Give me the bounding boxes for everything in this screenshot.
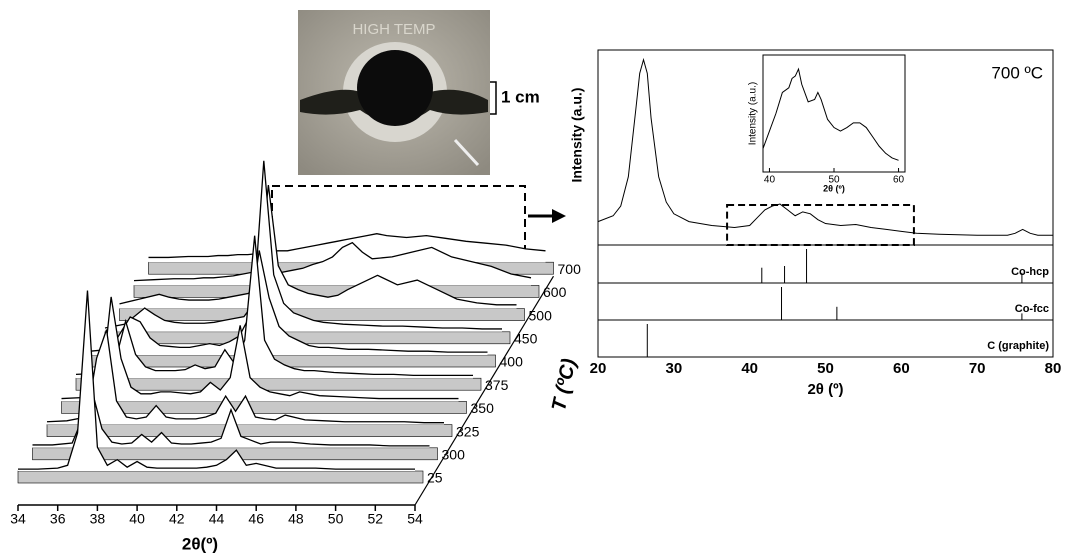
temperature-label: 400 — [500, 354, 524, 370]
floor-strip — [17, 470, 424, 484]
trace-fill — [105, 160, 502, 332]
trace-line — [119, 185, 517, 306]
trace-line — [18, 290, 415, 470]
x-tick-label: 40 — [741, 360, 758, 377]
reference-label: Co-fcc — [1015, 303, 1049, 315]
trace-line — [61, 296, 459, 400]
annotation: 700 ºC — [991, 63, 1043, 82]
trace-line — [32, 388, 430, 447]
trace-line — [148, 233, 546, 259]
floor-strip — [46, 424, 453, 437]
x-tick-label: 60 — [893, 175, 905, 186]
x-tick-label: 42 — [169, 511, 185, 527]
x-tick-label: 70 — [969, 360, 986, 377]
scale-label: 1 cm — [501, 87, 540, 106]
reference-frame — [597, 319, 1054, 358]
trace-line — [75, 235, 473, 376]
x-axis-label: 2θ (º) — [823, 183, 845, 193]
x-tick-label: 44 — [209, 511, 225, 527]
photo: HIGH TEMP 1 cm — [298, 10, 540, 175]
trace-line — [133, 241, 532, 282]
floor-strip — [119, 308, 525, 321]
temperature-label: 600 — [543, 284, 567, 300]
x-tick-label: 52 — [368, 511, 384, 527]
x-tick-label: 80 — [1045, 360, 1062, 377]
trace-line — [46, 329, 444, 424]
temperature-label: 700 — [558, 261, 582, 277]
data-line — [597, 57, 1053, 236]
y-axis-label: Intensity (a.u.) — [748, 82, 759, 145]
x-tick-label: 36 — [50, 511, 66, 527]
x-axis-label: 2θ (º) — [807, 381, 843, 398]
x-tick-label: 20 — [590, 360, 607, 377]
x-tick-label: 48 — [288, 511, 304, 527]
y-axis-label: Intensity (a.u.) — [569, 88, 585, 183]
trace-fill — [32, 390, 430, 448]
photo-hole — [357, 50, 433, 126]
x-axis-label: 2θ(º) — [182, 534, 218, 553]
zoom-box — [726, 204, 915, 246]
x-tick-label: 40 — [764, 175, 776, 186]
x-tick-label: 30 — [665, 360, 682, 377]
x-tick-label: 34 — [10, 511, 26, 527]
temperature-label: 450 — [514, 331, 538, 347]
depth-axis — [414, 275, 555, 506]
temperature-label: 500 — [529, 307, 553, 323]
x-tick-label: 40 — [129, 511, 145, 527]
floor-strip — [90, 354, 496, 368]
x-tick-label: 38 — [90, 511, 106, 527]
x-tick-label: 50 — [328, 511, 344, 527]
floor-strip — [75, 377, 482, 391]
temperature-label: 25 — [427, 470, 443, 486]
trace-fill — [119, 185, 517, 309]
trace-fill — [134, 242, 531, 286]
reference-label: C (graphite) — [987, 340, 1049, 352]
x-tick-label: 54 — [407, 511, 423, 527]
trace-fill — [47, 329, 444, 425]
photo-label: HIGH TEMP — [352, 21, 435, 38]
floor-strip — [104, 331, 511, 345]
data-line — [762, 67, 899, 161]
depth-axis-label: T (ºC) — [548, 356, 581, 413]
x-tick-label: 60 — [893, 360, 910, 377]
reference-label: Co-hcp — [1011, 266, 1049, 278]
temperature-label: 375 — [485, 377, 509, 393]
x-tick-label: 46 — [248, 511, 264, 527]
trace-line — [104, 160, 502, 330]
x-tick-label: 50 — [817, 360, 834, 377]
arrow-head — [552, 209, 566, 223]
scale-bar — [490, 81, 497, 115]
trace-line — [90, 250, 488, 353]
x-tick-label: 50 — [828, 175, 840, 186]
reference-frame — [597, 244, 1054, 284]
photo-wire — [453, 138, 480, 167]
plot-frame — [762, 54, 906, 173]
reference-frame — [597, 282, 1054, 321]
